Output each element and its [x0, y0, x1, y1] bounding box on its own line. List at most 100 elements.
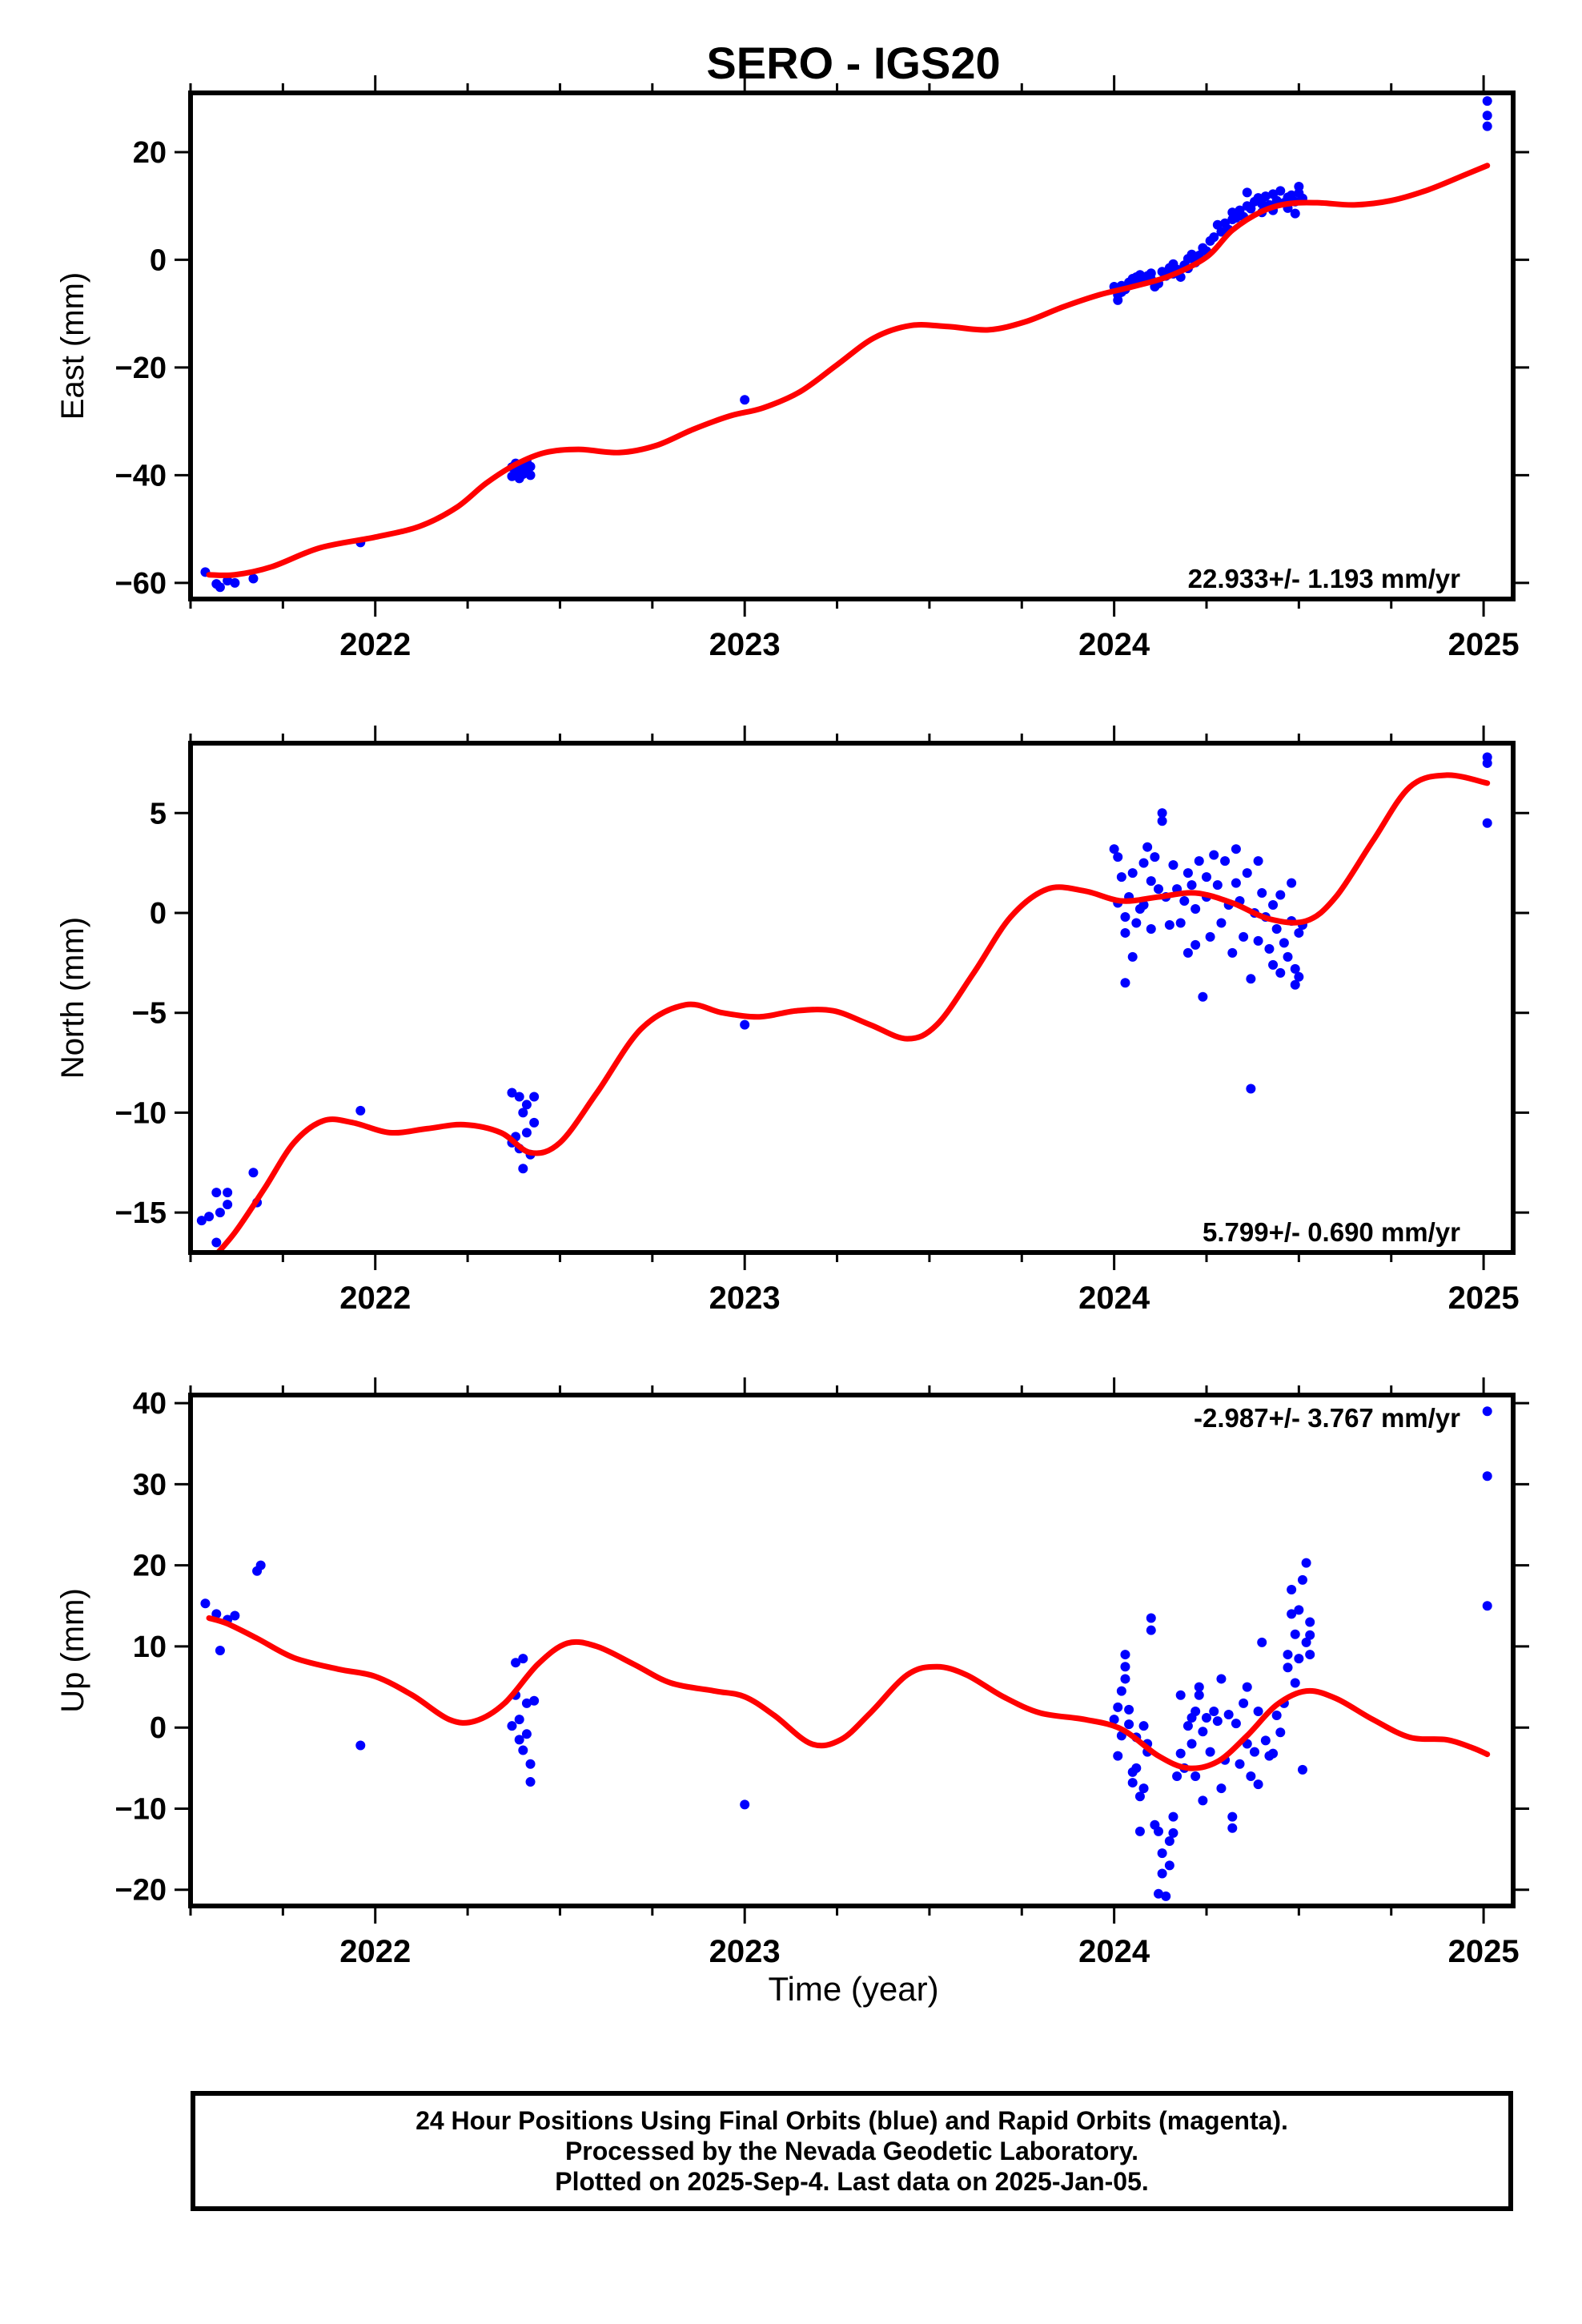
data-point [1249, 1747, 1259, 1757]
data-point [1283, 951, 1293, 962]
data-point [1268, 900, 1279, 911]
up-frame [188, 1393, 1516, 1908]
y-tick-label: 5 [150, 797, 167, 830]
data-point [255, 1560, 266, 1570]
data-point [1134, 1791, 1145, 1802]
data-point [1161, 1891, 1171, 1901]
data-point [1257, 1637, 1267, 1647]
data-point [529, 1092, 540, 1102]
x-tick-label: 2023 [709, 1281, 781, 1316]
east-plot-area [200, 96, 1492, 593]
data-point [1297, 1574, 1307, 1585]
model-curve [206, 1614, 1491, 1771]
data-point [1164, 1835, 1174, 1846]
data-point [1124, 1704, 1134, 1715]
data-point [1290, 963, 1300, 974]
data-point [1168, 1827, 1178, 1838]
data-point [1113, 852, 1123, 862]
data-point [507, 1721, 517, 1731]
data-point [1305, 1617, 1315, 1627]
data-point [196, 1216, 207, 1226]
data-point [1239, 1698, 1249, 1708]
data-point [1482, 1406, 1492, 1417]
data-point [1268, 959, 1279, 970]
y-tick-label: −20 [115, 352, 167, 385]
data-point [1216, 1674, 1227, 1684]
data-point [1209, 232, 1219, 243]
data-point [1186, 249, 1197, 259]
data-point [1223, 1710, 1234, 1720]
data-point [200, 1598, 211, 1609]
y-tick-label: −10 [115, 1096, 167, 1130]
data-point [1175, 918, 1186, 928]
data-point [1120, 978, 1130, 988]
data-point [518, 1654, 528, 1664]
y-tick-label: −5 [132, 997, 167, 1031]
data-point [1179, 896, 1190, 907]
caption-box: 24 Hour Positions Using Final Orbits (bl… [191, 2091, 1513, 2211]
data-point [1290, 979, 1300, 990]
data-point [1120, 1650, 1130, 1660]
y-tick-label: 0 [150, 897, 167, 931]
data-point [525, 470, 536, 480]
data-point [740, 1019, 750, 1030]
data-point [1138, 1783, 1149, 1794]
data-point [521, 1729, 532, 1739]
data-point [1191, 939, 1201, 950]
y-tick-label: −60 [115, 567, 167, 601]
data-point [1216, 1783, 1227, 1794]
data-point [1482, 1601, 1492, 1611]
data-point [521, 1128, 532, 1138]
data-point [1283, 1650, 1293, 1660]
data-point [740, 1799, 750, 1810]
data-point [514, 1715, 524, 1725]
y-tick-label: −20 [115, 1874, 167, 1908]
data-point [211, 1188, 222, 1198]
data-point [1482, 96, 1492, 107]
data-point [1127, 951, 1138, 962]
data-point [1287, 1585, 1297, 1595]
data-point [1186, 880, 1197, 891]
data-point [215, 582, 225, 593]
data-point [1227, 947, 1238, 958]
data-point [511, 1658, 521, 1668]
data-point [1275, 890, 1286, 900]
data-point [1283, 1663, 1293, 1673]
data-point [1482, 818, 1492, 828]
data-point [518, 1745, 528, 1755]
data-point [514, 1735, 524, 1745]
data-point [1138, 858, 1149, 868]
data-point [1294, 927, 1304, 938]
data-point [230, 1610, 240, 1621]
north-panel: 2022 2023 2024 2025 −15 −10 −5 0 5 North (mm) 5.79… [55, 726, 1529, 1316]
data-point [1191, 1771, 1201, 1781]
data-point [1113, 1702, 1123, 1712]
x-axis-label: Time (year) [768, 1970, 938, 2008]
data-point [1246, 974, 1256, 984]
data-point [1205, 1747, 1215, 1757]
up-rate-label: -2.987+/- 3.767 mm/yr [1194, 1403, 1460, 1433]
data-point [518, 1164, 528, 1174]
data-point [1305, 1650, 1315, 1660]
data-point [1201, 872, 1211, 883]
data-point [1138, 1721, 1149, 1731]
data-point [740, 395, 750, 405]
y-tick-label: −40 [115, 459, 167, 493]
data-point [1175, 1690, 1186, 1700]
data-point [1131, 918, 1142, 928]
data-point [1182, 947, 1193, 958]
caption-line-3: Plotted on 2025-Sep-4. Last data on 2025… [555, 2167, 1149, 2196]
x-tick-label: 2024 [1078, 1934, 1150, 1969]
data-point [1260, 191, 1271, 202]
data-point [1301, 1558, 1311, 1568]
data-point [525, 461, 536, 472]
model-curve [206, 163, 1491, 578]
east-axis-label: East (mm) [55, 272, 90, 420]
data-point [1227, 1823, 1238, 1833]
data-point [1257, 199, 1267, 209]
data-point [1220, 856, 1231, 866]
data-point [1231, 844, 1241, 854]
y-tick-label: 20 [133, 136, 167, 170]
data-point [1227, 1811, 1238, 1822]
data-point [1482, 1471, 1492, 1482]
